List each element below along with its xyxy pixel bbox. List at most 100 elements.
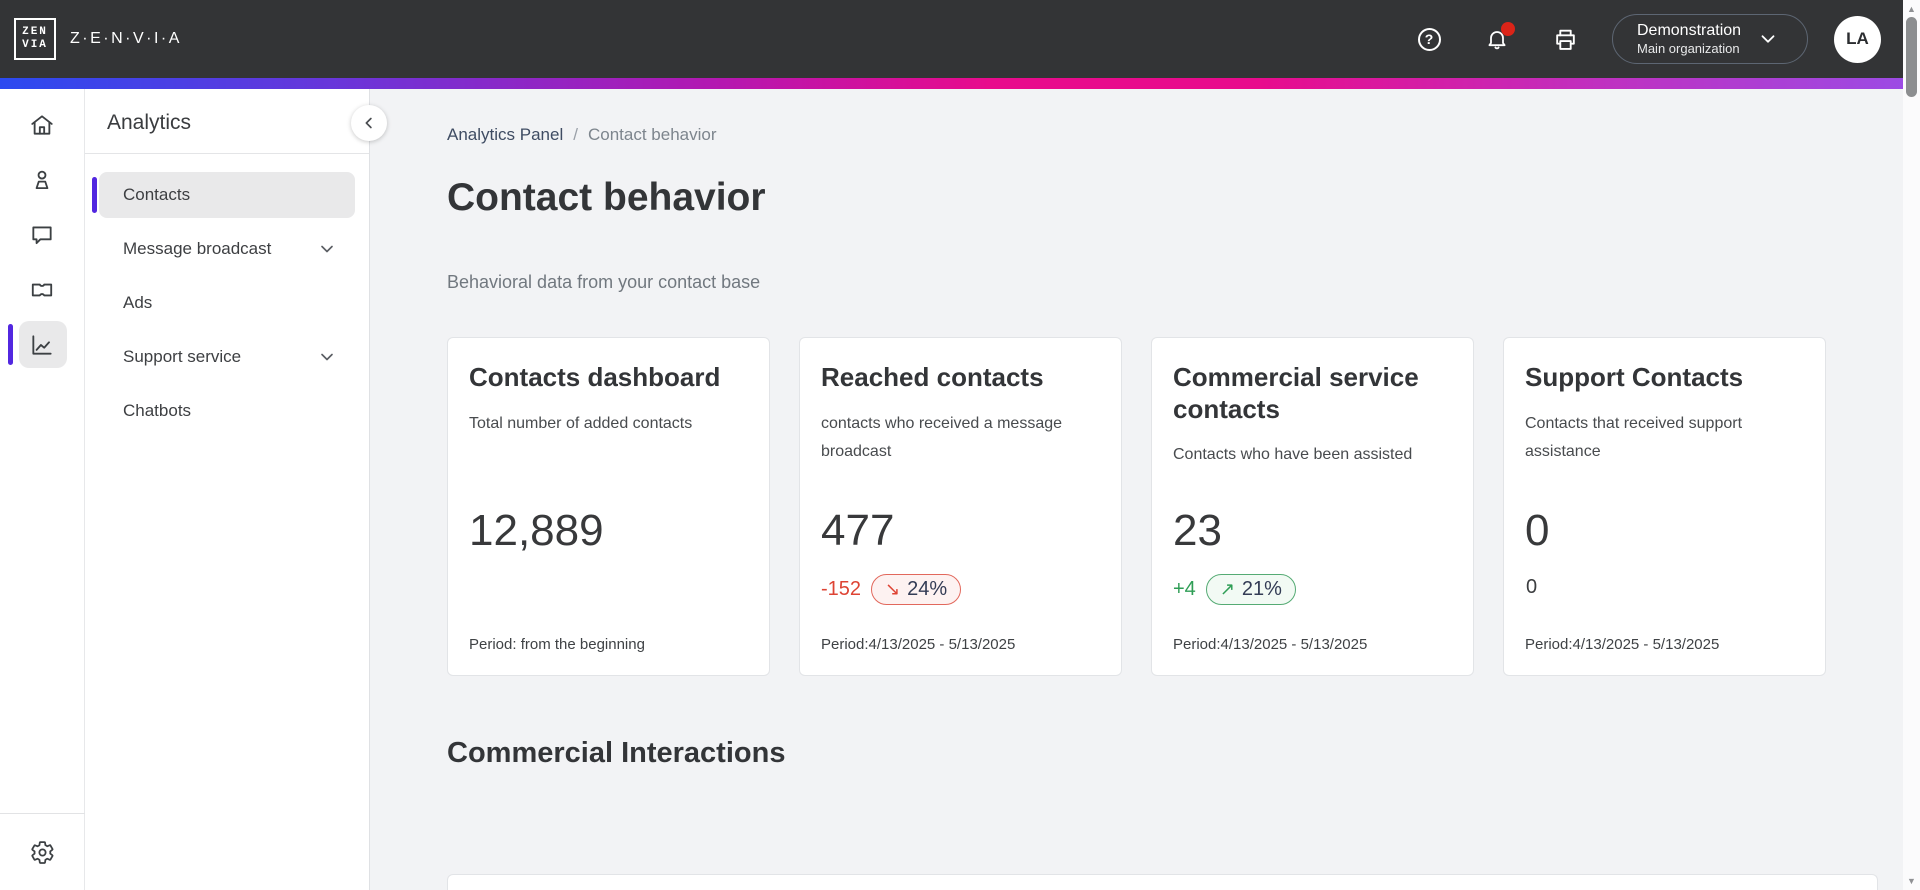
section-title-commercial-interactions: Commercial Interactions <box>447 737 786 769</box>
panel-collapse-button[interactable] <box>351 105 387 141</box>
breadcrumb: Analytics Panel / Contact behavior <box>447 125 717 145</box>
trend-up-arrow-icon: ↗ <box>1219 579 1235 599</box>
home-icon <box>31 114 53 135</box>
icon-rail <box>0 89 85 890</box>
zenvia-logo-icon: ZEN VIA <box>14 18 56 60</box>
organization-subtitle: Main organization <box>1637 40 1740 56</box>
rail-active-background <box>18 321 67 368</box>
menu-active-indicator <box>92 177 97 213</box>
card-title: Support Contacts <box>1525 362 1744 392</box>
card-period: Period: from the beginning <box>469 636 645 653</box>
trend-badge-up: ↗ 21% <box>1205 574 1296 605</box>
breadcrumb-parent-link[interactable]: Analytics Panel <box>447 125 564 144</box>
help-button[interactable]: ? <box>1416 26 1442 52</box>
panel-menu: Contacts Message broadcast Ads Support s… <box>85 154 369 434</box>
chevron-down-icon <box>321 245 333 253</box>
breadcrumb-separator: / <box>573 125 578 144</box>
rail-item-settings[interactable] <box>0 814 85 890</box>
scrollbar-down-arrow[interactable]: ▼ <box>1907 876 1916 886</box>
card-description: Contacts that received support assistanc… <box>1525 414 1743 460</box>
logo-text-top: ZEN <box>22 26 48 39</box>
panel-title: Analytics <box>107 111 192 134</box>
bell-icon <box>1488 31 1506 50</box>
vertical-scrollbar[interactable]: ▲ ▼ <box>1903 0 1920 890</box>
user-avatar[interactable]: LA <box>1834 15 1881 63</box>
chevron-left-icon <box>365 117 372 129</box>
card-commercial-service-contacts: Commercial service contacts Contacts who… <box>1151 337 1474 676</box>
delta-value: -152 <box>821 578 862 600</box>
rail-item-contacts[interactable] <box>0 152 85 207</box>
notifications-button[interactable] <box>1484 22 1515 52</box>
card-description: contacts who received a message broadcas… <box>821 414 1063 460</box>
rail-item-analytics[interactable] <box>0 317 85 372</box>
topbar: ZEN VIA Z·E·N·V·I·A ? Demonstration <box>0 0 1903 78</box>
menu-item-label: Ads <box>123 293 153 312</box>
line-chart-icon <box>32 334 52 355</box>
card-period: Period:4/13/2025 - 5/13/2025 <box>1173 636 1368 653</box>
topbar-icon-group: ? <box>1416 22 1578 52</box>
ticket-icon <box>31 283 53 296</box>
page-subtitle: Behavioral data from your contact base <box>447 272 761 292</box>
chevron-down-icon <box>321 353 333 361</box>
commercial-interactions-card-top <box>447 874 1878 890</box>
rail-item-home[interactable] <box>0 97 85 152</box>
card-value: 23 <box>1173 506 1222 555</box>
menu-item-support-service[interactable]: Support service <box>99 334 355 380</box>
organization-selector[interactable]: Demonstration Main organization <box>1612 14 1808 64</box>
kpi-cards-row: Contacts dashboard Total number of added… <box>447 337 1826 676</box>
delta-percent: 24% <box>907 578 948 600</box>
card-value: 477 <box>821 506 895 555</box>
menu-item-label: Support service <box>123 347 242 366</box>
print-button[interactable] <box>1552 26 1578 52</box>
menu-item-label: Message broadcast <box>123 239 272 258</box>
main-content: Analytics Panel / Contact behavior Conta… <box>370 89 1903 890</box>
chevron-down-icon <box>1761 35 1775 43</box>
rail-divider <box>0 813 85 814</box>
card-description: Contacts who have been assisted <box>1173 446 1413 464</box>
card-title: Commercial service contacts <box>1173 362 1419 424</box>
menu-item-chatbots[interactable]: Chatbots <box>99 388 355 434</box>
brand-gradient-bar <box>0 78 1903 89</box>
rail-bottom <box>0 813 85 890</box>
delta-percent: 21% <box>1241 578 1282 600</box>
brand[interactable]: ZEN VIA Z·E·N·V·I·A <box>14 18 182 60</box>
brand-wordmark: Z·E·N·V·I·A <box>70 30 182 47</box>
card-support-contacts: Support Contacts Contacts that received … <box>1503 337 1826 676</box>
card-reached-contacts: Reached contacts contacts who received a… <box>799 337 1122 676</box>
scrollbar-up-arrow[interactable]: ▲ <box>1907 4 1916 14</box>
notification-badge <box>1501 22 1515 36</box>
organization-name: Demonstration <box>1637 21 1742 39</box>
card-value: 12,889 <box>469 506 604 555</box>
trend-down-arrow-icon: ↘ <box>885 579 901 599</box>
printer-icon <box>1555 29 1575 50</box>
rail-item-tickets[interactable] <box>0 262 85 317</box>
rail-item-conversations[interactable] <box>0 207 85 262</box>
organization-labels: Demonstration Main organization <box>1637 21 1741 57</box>
scrollbar-thumb[interactable] <box>1906 17 1917 97</box>
breadcrumb-current: Contact behavior <box>587 125 717 144</box>
card-title: Reached contacts <box>821 362 1044 392</box>
menu-item-label: Chatbots <box>123 401 192 420</box>
card-period: Period:4/13/2025 - 5/13/2025 <box>1525 636 1720 653</box>
help-icon: ? <box>1417 27 1441 51</box>
logo-text-bottom: VIA <box>22 39 48 51</box>
card-secondary-value: 0 <box>1526 576 1538 598</box>
panel-divider <box>85 153 369 154</box>
card-delta-row: +4 ↗ 21% <box>1173 574 1296 605</box>
delta-value: +4 <box>1173 578 1196 600</box>
menu-item-ads[interactable]: Ads <box>99 280 355 326</box>
chat-bubble-icon <box>32 225 52 244</box>
card-value: 0 <box>1525 506 1550 555</box>
card-delta-row: -152 ↘ 24% <box>821 574 962 605</box>
card-title: Contacts dashboard <box>469 362 721 392</box>
menu-item-message-broadcast[interactable]: Message broadcast <box>99 226 355 272</box>
page-title: Contact behavior <box>447 176 766 219</box>
gear-icon <box>31 840 54 864</box>
analytics-panel: Analytics Contacts Message broadcast Ads… <box>85 89 387 890</box>
trend-badge-down: ↘ 24% <box>871 574 962 605</box>
card-period: Period:4/13/2025 - 5/13/2025 <box>821 636 1016 653</box>
rail-active-indicator <box>7 324 13 365</box>
card-description: Total number of added contacts <box>469 414 693 432</box>
person-icon <box>35 170 49 189</box>
menu-item-contacts[interactable]: Contacts <box>92 172 355 218</box>
